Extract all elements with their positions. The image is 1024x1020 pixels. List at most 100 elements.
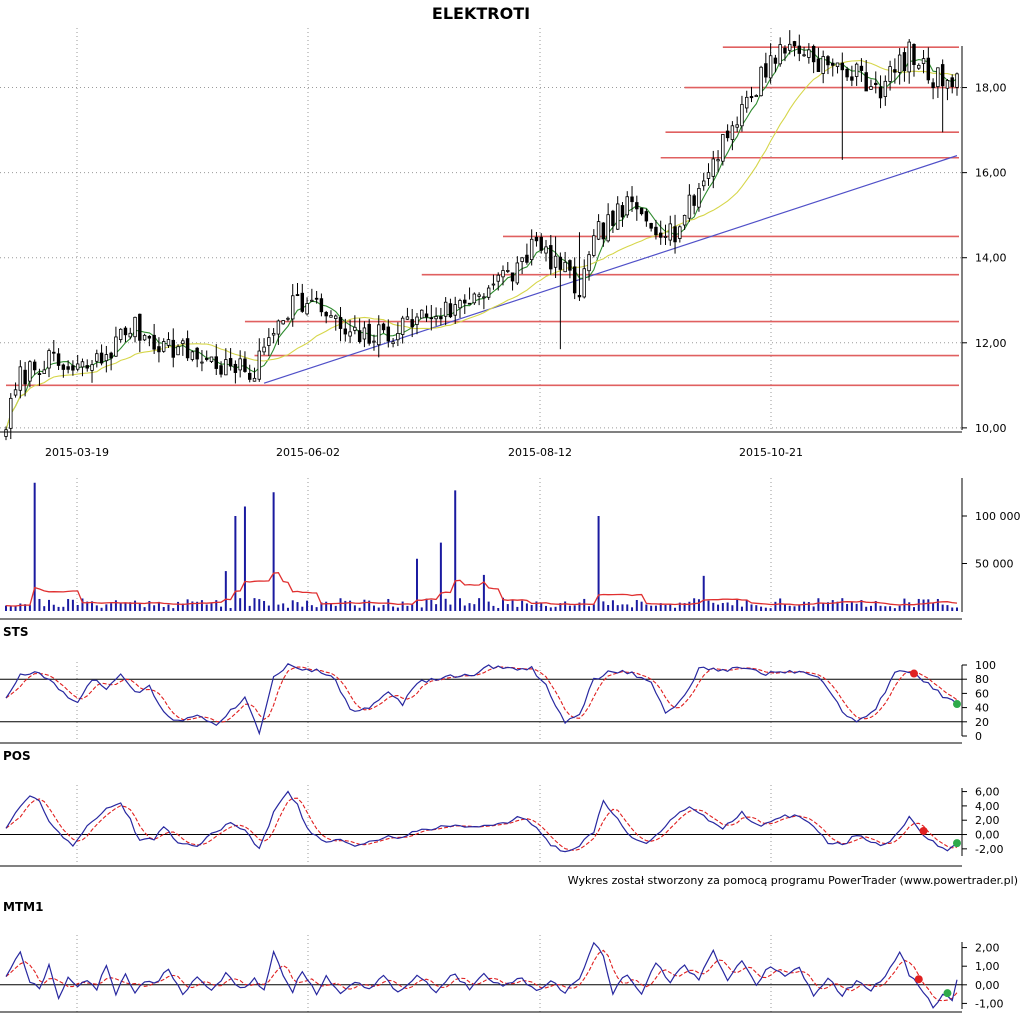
candle-body [90,364,94,371]
candle-body [515,262,520,284]
candle-body [329,315,333,318]
candle-body [501,270,505,278]
volume-moving-average [5,572,958,607]
candle-body [649,223,653,229]
candle-body [897,54,902,73]
candle-body [295,294,300,296]
candle-body [415,316,419,325]
price-y-tick-label: 10,00 [975,422,1007,435]
candle-body [128,332,132,338]
candle-body [109,352,113,359]
price-y-tick-label: 14,00 [975,252,1007,265]
candle-body [534,236,539,242]
candle-body [61,364,66,370]
candle-body [271,332,276,336]
sts-y-tick-label: 0 [975,730,982,743]
candle-body [931,82,935,88]
candle-body [606,214,610,242]
candle-body [907,41,911,73]
candle-body [66,366,70,370]
candle-body [181,340,185,344]
candle-body [362,327,367,340]
candle-body [118,328,123,340]
candle-body [367,323,371,344]
candle-body [592,235,596,256]
candle-body [176,346,180,356]
candle-body [854,63,859,77]
candle-body [730,125,735,140]
pos-y-tick-label: 6,00 [975,786,1000,799]
candle-body [558,256,563,270]
candle-body [620,205,625,218]
candle-body [878,86,883,99]
candle-body [778,44,782,65]
candle-body [267,337,271,346]
candle-body [71,365,75,371]
candle-body [678,226,682,239]
signal-marker [909,669,918,678]
candle-body [37,373,42,375]
candle-body [443,301,448,317]
candle-body [577,294,582,298]
candle-body [190,351,195,360]
candle-body [754,95,759,98]
candle-body [706,172,711,179]
candle-body [869,86,873,90]
candle-body [377,324,381,346]
candle-body [195,347,199,360]
pos-y-tick-label: 2,00 [975,814,1000,827]
candle-body [888,66,892,82]
candle-body [252,377,257,382]
candle-body [716,159,720,162]
pos-panel: POS [0,749,962,853]
candle-body [219,365,223,375]
candle-body [243,358,247,372]
candle-body [682,214,687,226]
candle-body [262,346,266,353]
pos-y-tick-label: 0,00 [975,829,1000,842]
candle-body [697,187,701,208]
price-y-tick-label: 12,00 [975,337,1007,350]
sts-panel-title: STS [3,625,28,639]
signal-marker [914,975,923,984]
candle-body [138,313,142,341]
candle-body [114,336,118,357]
candle-body [940,64,945,87]
candle-body [142,334,147,341]
candle-body [133,316,137,338]
candle-body [420,309,424,319]
candle-body [759,66,763,97]
candle-body [945,80,950,89]
candle-body [400,317,405,335]
candle-body [582,268,586,298]
candle-body [439,316,443,320]
candle-body [792,41,797,47]
candle-body [611,210,615,226]
candle-body [286,317,290,320]
candle-body [257,350,261,380]
candle-body [764,63,768,78]
candle-body [687,194,692,219]
candle-body [238,358,242,371]
candle-body [936,67,940,88]
candle-body [152,334,156,350]
candle-body [635,202,639,210]
candle-body [123,327,128,336]
candle-body [639,207,644,215]
candle-body [185,338,190,359]
candle-body [644,211,649,222]
candle-body [740,104,744,127]
candle-body [658,232,663,238]
mtm1-y-tick-label: 0,00 [975,979,1000,992]
candle-body [28,361,32,382]
candle-body [80,361,85,368]
candle-body [228,358,233,367]
candle-body [161,341,166,352]
signal-marker [953,700,961,709]
candle-body [510,272,515,282]
price-panel [0,30,962,441]
x-tick-label: 2015-08-12 [508,446,572,459]
